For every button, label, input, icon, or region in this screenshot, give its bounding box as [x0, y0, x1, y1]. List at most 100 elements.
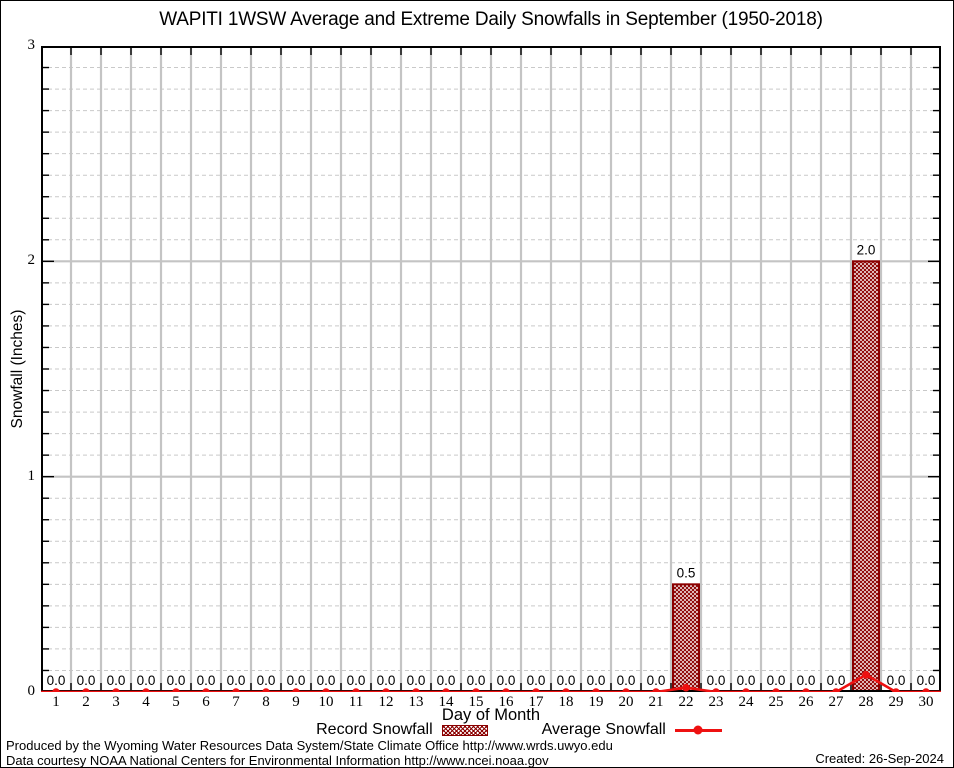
- average-marker: [142, 688, 150, 692]
- average-marker: [622, 688, 630, 692]
- legend-record-swatch: [441, 724, 488, 736]
- bar-value-label: 0.0: [497, 673, 516, 688]
- average-marker: [442, 688, 450, 692]
- x-tick-label: 17: [528, 694, 544, 710]
- y-tick-label: 1: [27, 467, 36, 484]
- legend: Record Snowfall Average Snowfall: [69, 721, 953, 739]
- average-marker: [562, 688, 570, 692]
- x-tick-label: 8: [262, 694, 270, 710]
- legend-average-line-sample: [674, 725, 722, 735]
- footer-produced-by: Produced by the Wyoming Water Resources …: [6, 738, 613, 753]
- average-marker: [172, 688, 180, 692]
- y-tick-label: 0: [27, 683, 36, 699]
- x-tick-label: 19: [588, 694, 604, 710]
- bar-value-label: 0.0: [827, 673, 846, 688]
- footer-data-courtesy: Data courtesy NOAA National Centers for …: [6, 753, 549, 768]
- bar-value-label: 0.5: [677, 565, 696, 580]
- average-marker: [202, 688, 210, 692]
- x-tick-label: 9: [292, 694, 300, 710]
- bar-value-label: 0.0: [137, 673, 156, 688]
- legend-average-marker-icon: [693, 725, 703, 735]
- bar-value-label: 0.0: [47, 673, 66, 688]
- bar-value-label: 0.0: [347, 673, 366, 688]
- x-tick-label: 1: [52, 694, 60, 710]
- x-tick-label: 2: [82, 694, 90, 710]
- bar-value-label: 0.0: [227, 673, 246, 688]
- bar-value-label: 0.0: [407, 673, 426, 688]
- average-marker: [382, 688, 390, 692]
- average-marker: [352, 688, 360, 692]
- plot-area: 0.0 0.0 0.0 0.0 0.0 0.0 0.0 0.0 0.0 0.0 0.0 0.0 0.0 0…: [41, 46, 941, 692]
- average-marker: [742, 688, 750, 692]
- bar-value-label: 2.0: [857, 242, 876, 257]
- x-tick-label: 13: [408, 694, 424, 710]
- x-tick-label: 7: [232, 694, 240, 710]
- bar-value-label: 0.0: [737, 673, 756, 688]
- x-tick-label: 29: [888, 694, 904, 710]
- average-marker: [652, 688, 660, 692]
- bar-value-label: 0.0: [377, 673, 396, 688]
- x-tick-label: 4: [142, 694, 150, 710]
- bar-value-label: 0.0: [917, 673, 936, 688]
- bar-value-label: 0.0: [557, 673, 576, 688]
- bar-value-label: 0.0: [257, 673, 276, 688]
- average-marker: [262, 688, 270, 692]
- bar-value-label: 0.0: [767, 673, 786, 688]
- average-marker: [292, 688, 300, 692]
- x-tick-label: 22: [678, 694, 694, 710]
- x-tick-label: 16: [498, 694, 514, 710]
- x-tick-label: 20: [618, 694, 634, 710]
- x-tick-label: 6: [202, 694, 210, 710]
- bar-value-label: 0.0: [617, 673, 636, 688]
- chart-title: WAPITI 1WSW Average and Extreme Daily Sn…: [159, 9, 823, 30]
- average-marker: [832, 688, 840, 692]
- y-axis-label: Snowfall (Inches): [9, 309, 26, 429]
- x-tick-label: 30: [918, 694, 934, 710]
- x-tick-label: 21: [648, 694, 664, 710]
- bar-value-label: 0.0: [287, 673, 306, 688]
- footer-created-date: Created: 26-Sep-2024: [815, 751, 944, 766]
- x-tick-label: 27: [828, 694, 844, 710]
- average-marker: [592, 688, 600, 692]
- bar-value-label: 0.0: [887, 673, 906, 688]
- x-tick-label: 24: [738, 694, 754, 710]
- bar-value-label: 0.0: [77, 673, 96, 688]
- average-marker: [322, 688, 330, 692]
- x-tick-label: 14: [438, 694, 454, 710]
- average-marker: [412, 688, 420, 692]
- average-marker: [82, 688, 90, 692]
- record-bar: [852, 260, 880, 692]
- average-marker: [502, 688, 510, 692]
- average-marker: [802, 688, 810, 692]
- x-tick-label: 3: [112, 694, 120, 710]
- average-marker: [532, 688, 540, 692]
- x-tick-label: 12: [378, 694, 394, 710]
- x-tick-label: 26: [798, 694, 814, 710]
- x-tick-label: 25: [768, 694, 784, 710]
- bar-value-label: 0.0: [587, 673, 606, 688]
- bar-value-label: 0.0: [707, 673, 726, 688]
- x-tick-label: 18: [558, 694, 574, 710]
- record-bar: [672, 583, 700, 692]
- average-marker: [232, 688, 240, 692]
- bar-value-label: 0.0: [167, 673, 186, 688]
- bar-value-label: 0.0: [437, 673, 456, 688]
- bar-value-label: 0.0: [527, 673, 546, 688]
- legend-record-label: Record Snowfall: [316, 721, 433, 738]
- average-marker: [112, 688, 120, 692]
- average-marker: [922, 688, 930, 692]
- x-axis-label: Day of Month: [441, 706, 541, 724]
- bar-value-label: 0.0: [797, 673, 816, 688]
- bar-value-label: 0.0: [647, 673, 666, 688]
- x-tick-label: 15: [468, 694, 484, 710]
- average-marker: [472, 688, 480, 692]
- bar-value-label: 0.0: [467, 673, 486, 688]
- x-tick-label: 11: [348, 694, 364, 710]
- average-marker: [862, 670, 870, 679]
- x-tick-label: 23: [708, 694, 724, 710]
- average-marker: [892, 688, 900, 692]
- y-tick-label: 2: [27, 252, 36, 269]
- y-tick-label: 3: [27, 37, 36, 53]
- bar-value-label: 0.0: [317, 673, 336, 688]
